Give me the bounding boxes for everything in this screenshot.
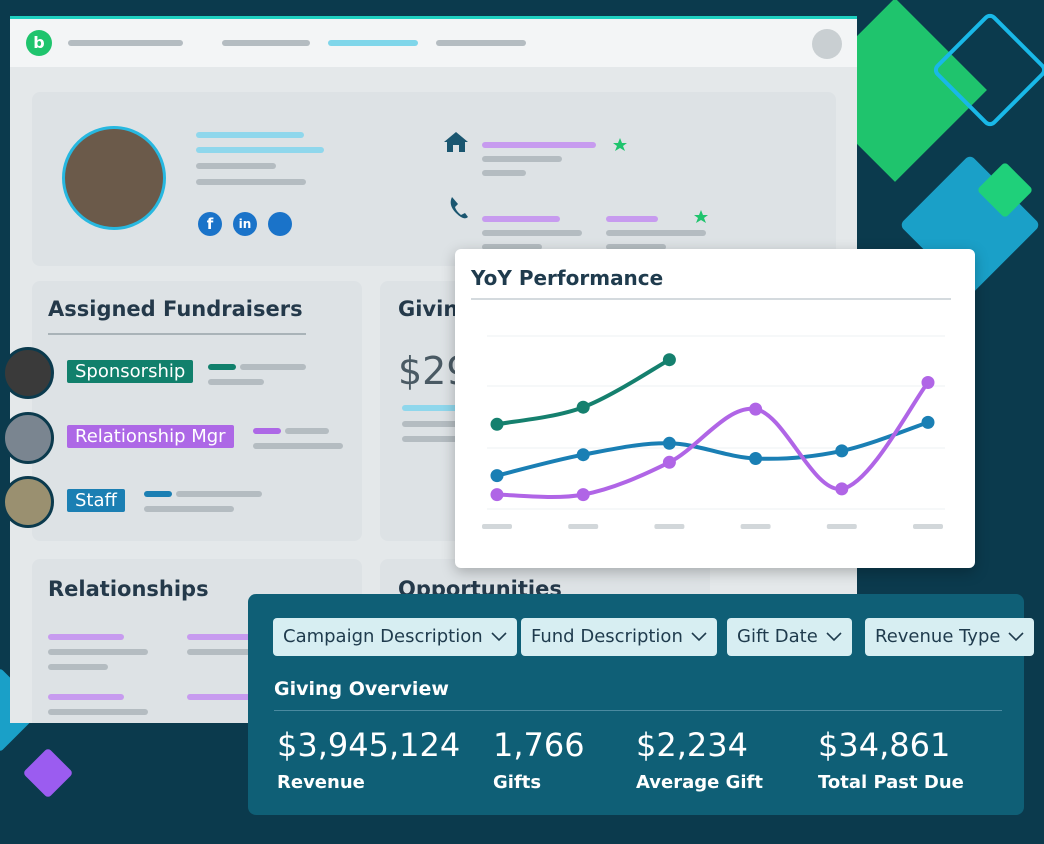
point [835, 482, 849, 496]
card-title: Assigned Fundraisers [48, 297, 303, 321]
line [496, 381, 930, 499]
stat-label: Total Past Due [818, 772, 964, 793]
stat-label: Revenue [277, 772, 365, 793]
stat-value: 1,766 [493, 726, 585, 764]
filter-label: Campaign Description [283, 626, 483, 647]
user-avatar[interactable] [812, 29, 842, 59]
x-tick-placeholder [913, 524, 943, 529]
point [749, 402, 763, 416]
point [835, 444, 849, 458]
card-title: Relationships [48, 577, 209, 601]
filter-label: Revenue Type [875, 626, 1001, 647]
x-tick-placeholder [740, 524, 771, 529]
stat-value: $2,234 [636, 726, 748, 764]
nav-item[interactable] [436, 40, 526, 46]
x-tick-placeholder [568, 524, 599, 529]
role-tag: Staff [67, 489, 125, 512]
chart-card: YoY Performance [455, 249, 975, 568]
x-tick-placeholder [654, 524, 685, 529]
social-icon[interactable]: f [198, 212, 222, 236]
line [496, 420, 929, 478]
profile-photo [62, 126, 166, 230]
fundraiser-avatar [2, 476, 54, 528]
filter-dropdown[interactable]: Gift Date [727, 618, 852, 656]
nav-item[interactable] [222, 40, 310, 46]
chevron [1008, 632, 1025, 642]
role-tag: Relationship Mgr [67, 425, 234, 448]
stat-label: Gifts [493, 772, 542, 793]
filter-dropdown[interactable]: Campaign Description [273, 618, 517, 656]
logo[interactable]: b [26, 30, 52, 56]
filter-label: Gift Date [737, 626, 818, 647]
stat-label: Average Gift [636, 772, 763, 793]
social-icon[interactable] [268, 212, 292, 236]
x-tick-placeholder [826, 524, 857, 529]
point [749, 452, 763, 465]
point [490, 469, 504, 483]
nav-item[interactable] [68, 40, 183, 46]
point [576, 488, 590, 502]
point [662, 455, 676, 469]
top-bar: b [10, 19, 857, 67]
stat-value: $34,861 [818, 726, 951, 764]
point [490, 417, 504, 431]
chevron [691, 632, 707, 642]
x-tick-placeholder [482, 524, 512, 529]
fundraiser-avatar [2, 412, 54, 464]
point [921, 376, 935, 389]
chevron [491, 632, 507, 642]
profile-card: f in [32, 92, 836, 266]
contact-icons [444, 132, 708, 223]
filter-dropdown[interactable]: Revenue Type [865, 618, 1035, 656]
role-tag: Sponsorship [67, 360, 194, 383]
point [576, 448, 590, 462]
filter-label: Fund Description [531, 626, 683, 647]
point [662, 436, 676, 450]
chart [482, 335, 945, 529]
fundraiser-avatar [2, 347, 54, 399]
point [490, 488, 504, 502]
nav-item[interactable] [328, 40, 418, 46]
chart-title: YoY Performance [471, 266, 664, 290]
point [921, 415, 935, 429]
point [576, 400, 590, 414]
overview-panel: Campaign Description Fund Description Gift… [248, 594, 1035, 815]
point [662, 353, 676, 367]
overview-title: Giving Overview [274, 678, 449, 700]
filter-dropdown[interactable]: Fund Description [521, 618, 717, 656]
line [496, 357, 671, 427]
chevron [826, 632, 842, 642]
social-icon[interactable]: in [233, 212, 257, 236]
stat-value: $3,945,124 [277, 726, 461, 764]
